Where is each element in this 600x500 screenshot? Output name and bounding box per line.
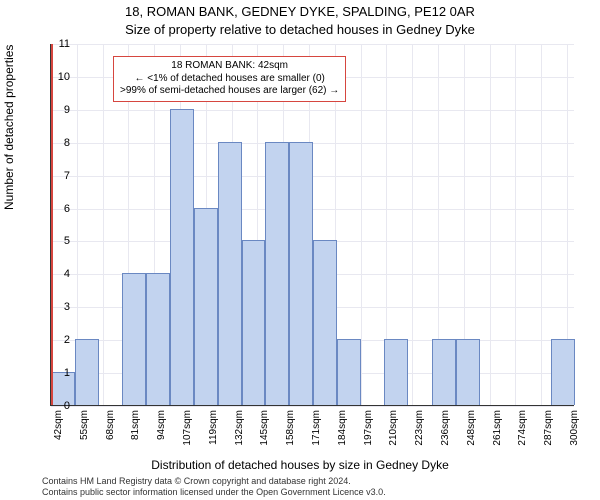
gridline-v [361,44,362,405]
chart-title-main: 18, ROMAN BANK, GEDNEY DYKE, SPALDING, P… [0,4,600,19]
y-tick-label: 4 [54,268,70,280]
x-tick-label: 81sqm [130,410,141,440]
x-tick-label: 197sqm [363,410,374,446]
y-tick-label: 3 [54,301,70,313]
histogram-bar [456,339,480,405]
histogram-bar [337,339,361,405]
footer-line-2: Contains public sector information licen… [42,487,386,498]
histogram-bar [289,142,313,405]
annotation-line: 18 ROMAN BANK: 42sqm [120,60,339,73]
histogram-bar [313,240,337,405]
x-tick-label: 55sqm [79,410,90,440]
x-tick-label: 210sqm [388,410,399,446]
y-tick-label: 6 [54,203,70,215]
chart-title-sub: Size of property relative to detached ho… [0,22,600,37]
gridline-v [515,44,516,405]
y-tick-label: 11 [54,38,70,50]
histogram-bar [551,339,575,405]
histogram-bar [146,273,170,405]
x-tick-label: 261sqm [492,410,503,446]
x-tick-label: 236sqm [440,410,451,446]
x-tick-label: 184sqm [337,410,348,446]
y-tick-label: 2 [54,334,70,346]
y-tick-label: 1 [54,367,70,379]
x-tick-label: 42sqm [53,410,64,440]
x-tick-label: 248sqm [466,410,477,446]
x-tick-label: 300sqm [569,410,580,446]
gridline-h [51,406,574,407]
footer-attribution: Contains HM Land Registry data © Crown c… [42,476,386,498]
y-axis-label: Number of detached properties [2,45,16,210]
x-tick-label: 145sqm [259,410,270,446]
x-tick-label: 287sqm [543,410,554,446]
gridline-h [51,110,574,111]
y-tick-label: 8 [54,137,70,149]
annotation-line: >99% of semi-detached houses are larger … [120,85,339,98]
histogram-bar [170,109,194,405]
annotation-box: 18 ROMAN BANK: 42sqm← <1% of detached ho… [113,56,346,102]
reference-line [51,44,53,405]
gridline-v [541,44,542,405]
x-tick-label: 132sqm [234,410,245,446]
histogram-bar [432,339,456,405]
histogram-bar [194,208,218,405]
x-tick-label: 107sqm [182,410,193,446]
gridline-h [51,44,574,45]
y-tick-label: 5 [54,235,70,247]
x-axis-label: Distribution of detached houses by size … [0,458,600,472]
histogram-bar [218,142,242,405]
x-tick-label: 223sqm [414,410,425,446]
gridline-v [103,44,104,405]
histogram-chart: 18, ROMAN BANK, GEDNEY DYKE, SPALDING, P… [0,0,600,500]
histogram-bar [122,273,146,405]
x-tick-label: 68sqm [105,410,116,440]
gridline-v [490,44,491,405]
x-tick-label: 94sqm [156,410,167,440]
histogram-bar [75,339,99,405]
annotation-line: ← <1% of detached houses are smaller (0) [120,73,339,86]
footer-line-1: Contains HM Land Registry data © Crown c… [42,476,386,487]
x-tick-label: 171sqm [311,410,322,446]
x-tick-label: 274sqm [517,410,528,446]
histogram-bar [384,339,408,405]
histogram-bar [265,142,289,405]
x-tick-label: 158sqm [285,410,296,446]
y-tick-label: 7 [54,170,70,182]
y-tick-label: 9 [54,104,70,116]
gridline-v [412,44,413,405]
x-tick-label: 119sqm [208,410,219,445]
y-tick-label: 10 [54,71,70,83]
histogram-bar [242,240,266,405]
plot-area: 18 ROMAN BANK: 42sqm← <1% of detached ho… [50,44,574,406]
